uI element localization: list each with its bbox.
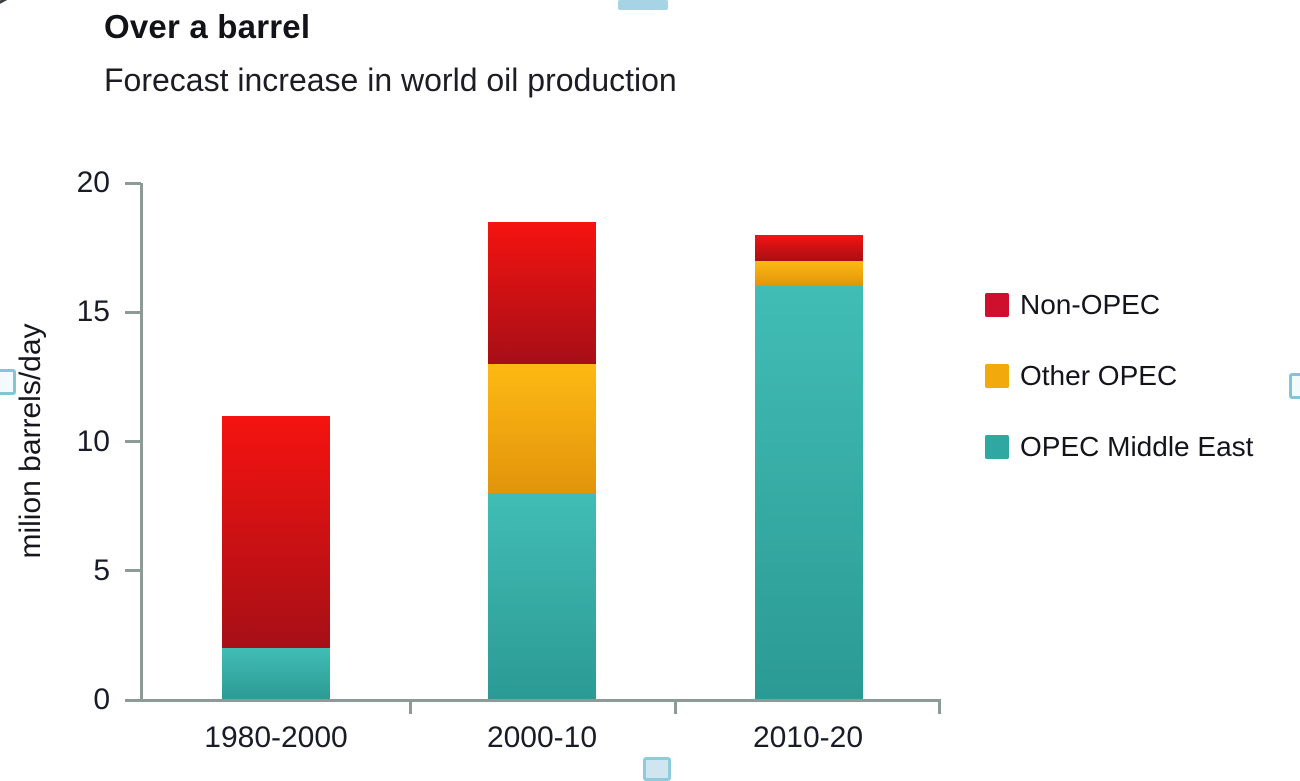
- bar-segment-other-opec-2010-20: [755, 260, 863, 287]
- selection-handle-left[interactable]: [0, 369, 16, 395]
- y-axis-tick: [125, 440, 141, 443]
- x-axis-tick: [409, 702, 412, 714]
- bar-segment-non-opec-2000-10: [488, 221, 596, 364]
- y-axis-tick-label: 5: [93, 553, 110, 587]
- bar-segment-non-opec-1980-2000: [222, 415, 330, 649]
- y-axis-tick: [125, 698, 141, 702]
- x-axis-tick: [674, 702, 677, 714]
- chart-title: Over a barrel: [104, 8, 311, 45]
- y-axis-tick: [125, 569, 141, 573]
- bar-segment-opec-middle-east-2000-10: [488, 493, 596, 700]
- legend-label: Other OPEC: [1020, 360, 1178, 391]
- selection-handle-top[interactable]: [618, 0, 668, 10]
- x-axis-label: 2010-20: [752, 721, 864, 754]
- legend-item: OPEC Middle East: [985, 431, 1254, 462]
- y-axis-tick-label: 15: [76, 295, 110, 329]
- y-axis-tick: [125, 310, 141, 314]
- legend-swatch-icon: [985, 364, 1009, 388]
- selection-handle-right[interactable]: [1289, 373, 1300, 399]
- x-axis-label: 1980-2000: [204, 721, 348, 754]
- legend-swatch-icon: [985, 435, 1009, 459]
- legend-item: Non-OPEC: [985, 289, 1253, 320]
- screen-edge-artifact: [0, 0, 14, 6]
- bar-segment-opec-middle-east-2010-20: [755, 286, 863, 700]
- bar-segment-opec-middle-east-1980-2000: [222, 648, 330, 700]
- legend-item: Other OPEC: [985, 360, 1253, 391]
- legend-label: OPEC Middle East: [1020, 431, 1254, 462]
- chart-subtitle: Forecast increase in world oil productio…: [104, 62, 677, 98]
- x-axis-label: 2000-10: [486, 721, 598, 754]
- chart-legend: Non-OPEC Other OPEC OPEC Middle East: [985, 289, 1254, 505]
- bar-segment-non-opec-2010-20: [755, 234, 863, 261]
- y-axis-tick: [125, 181, 141, 185]
- y-axis-line: [140, 183, 143, 702]
- y-axis-tick-label: 0: [93, 683, 110, 716]
- y-axis-tick-label: 10: [76, 424, 110, 458]
- legend-swatch-icon: [985, 293, 1009, 317]
- selection-handle-bottom[interactable]: [643, 757, 671, 781]
- bar-segment-other-opec-2000-10: [488, 363, 596, 494]
- x-axis-tick: [938, 702, 941, 714]
- y-axis-tick-label: 20: [76, 166, 110, 199]
- x-axis-line: [125, 699, 941, 702]
- legend-label: Non-OPEC: [1020, 289, 1161, 320]
